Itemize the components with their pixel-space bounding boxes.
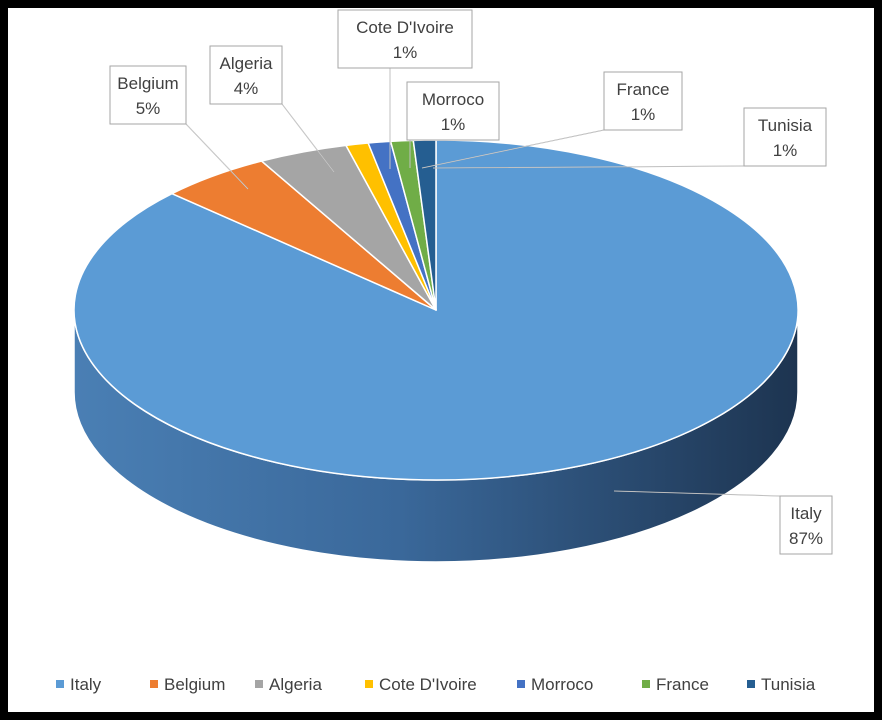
legend-swatch <box>642 680 650 688</box>
callout-italy: Italy 87% <box>613 490 833 555</box>
data-label-category: Tunisia <box>758 116 813 135</box>
callout-tunisia: Tunisia 1% <box>432 107 827 169</box>
legend-label: Algeria <box>269 675 322 694</box>
pie-chart: Italy 87% Belgium 5% Algeria 4% Cote D'Ivoire 1… <box>56 9 833 694</box>
legend-item-morroco: Morroco <box>517 675 593 694</box>
callout-box <box>779 495 833 555</box>
legend-label: Italy <box>70 675 102 694</box>
legend-label: Morroco <box>531 675 593 694</box>
data-label-value: 87% <box>789 529 823 548</box>
legend-item-algeria: Algeria <box>255 675 322 694</box>
legend-swatch <box>517 680 525 688</box>
callout-box <box>209 45 283 105</box>
callout-france: France 1% <box>421 71 683 169</box>
callout-algeria: Algeria 4% <box>209 45 335 173</box>
legend-swatch <box>365 680 373 688</box>
callout-cote-d-ivoire: Cote D'Ivoire 1% <box>337 9 473 169</box>
legend: Italy Belgium Algeria Cote D'Ivoire Morroco F… <box>56 675 816 694</box>
legend-swatch <box>56 680 64 688</box>
legend-label: France <box>656 675 709 694</box>
data-label-category: Cote D'Ivoire <box>356 18 454 37</box>
data-label-value: 4% <box>234 79 259 98</box>
callout-box <box>603 71 683 131</box>
callout-box <box>406 81 500 141</box>
callout-box <box>337 9 473 69</box>
legend-item-france: France <box>642 675 709 694</box>
legend-label: Belgium <box>164 675 225 694</box>
callout-belgium: Belgium 5% <box>109 65 249 190</box>
legend-item-tunisia: Tunisia <box>747 675 816 694</box>
chart-area: Italy 87% Belgium 5% Algeria 4% Cote D'Ivoire 1… <box>8 8 874 712</box>
legend-swatch <box>150 680 158 688</box>
legend-label: Cote D'Ivoire <box>379 675 477 694</box>
callout-box <box>743 107 827 167</box>
callout-morroco: Morroco 1% <box>406 81 500 168</box>
data-label-category: Morroco <box>422 90 484 109</box>
data-label-category: France <box>617 80 670 99</box>
pie-slices <box>73 139 799 481</box>
data-label-category: Belgium <box>117 74 178 93</box>
data-label-category: Algeria <box>220 54 273 73</box>
legend-item-belgium: Belgium <box>150 675 225 694</box>
legend-swatch <box>255 680 263 688</box>
data-label-category: Italy <box>790 504 822 523</box>
callout-box <box>109 65 187 125</box>
data-label-value: 1% <box>631 105 656 124</box>
legend-item-cote-d-ivoire: Cote D'Ivoire <box>365 675 477 694</box>
data-label-value: 1% <box>773 141 798 160</box>
legend-label: Tunisia <box>761 675 816 694</box>
legend-swatch <box>747 680 755 688</box>
pie-callouts: Italy 87% Belgium 5% Algeria 4% Cote D'Ivoire 1… <box>109 9 833 555</box>
data-label-value: 5% <box>136 99 161 118</box>
data-label-value: 1% <box>441 115 466 134</box>
legend-item-italy: Italy <box>56 675 102 694</box>
data-label-value: 1% <box>393 43 418 62</box>
